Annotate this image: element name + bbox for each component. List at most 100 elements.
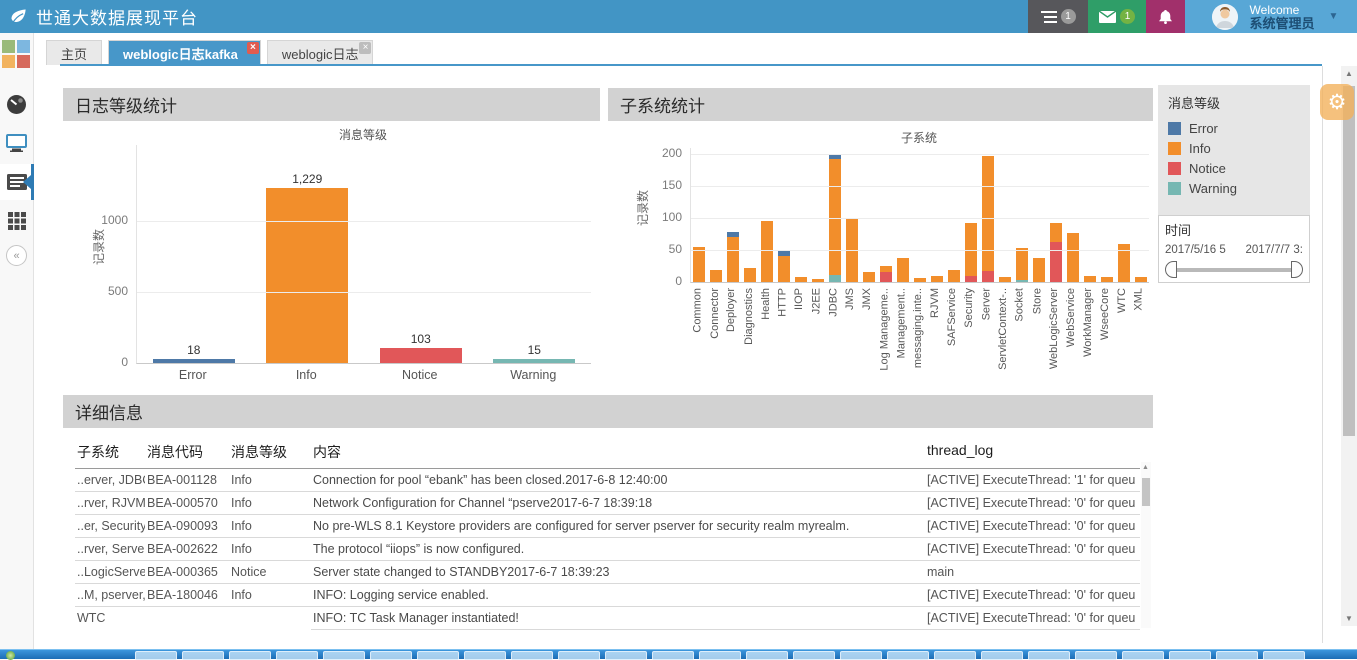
x-label-text: Health xyxy=(759,288,772,320)
stack-Store[interactable] xyxy=(1030,258,1047,282)
tab-weblogic日志[interactable]: weblogic日志 × xyxy=(266,40,374,65)
stack-Diagnostics[interactable] xyxy=(742,267,759,282)
slider-handle-right[interactable] xyxy=(1291,261,1303,278)
page-scrollbar-thumb[interactable] xyxy=(1343,86,1355,436)
table-row[interactable]: ..rver, RJVM BEA-000570 Info Network Config… xyxy=(75,492,1140,515)
taskbar-app-button[interactable] xyxy=(840,651,882,660)
table-row[interactable]: ..erver, JDBC BEA-001128 Info Connection fo… xyxy=(75,469,1140,492)
stack-WebService[interactable] xyxy=(1064,233,1081,282)
table-scrollbar-thumb[interactable] xyxy=(1142,478,1150,506)
tasks-button[interactable]: 1 xyxy=(1028,0,1088,33)
taskbar-app-button[interactable] xyxy=(1028,651,1070,660)
stack-ServletContext-..[interactable] xyxy=(996,276,1013,282)
taskbar-app-button[interactable] xyxy=(934,651,976,660)
notifications-button[interactable] xyxy=(1146,0,1185,33)
stack-XML[interactable] xyxy=(1132,276,1149,282)
stack-messaging.inte..[interactable] xyxy=(912,277,929,282)
stack-WebLogicServer[interactable] xyxy=(1047,223,1064,282)
settings-gear-button[interactable]: ⚙ xyxy=(1320,84,1354,120)
slider-track[interactable] xyxy=(1169,268,1299,272)
stack-WTC[interactable] xyxy=(1115,243,1132,282)
sidebar-item-apps[interactable] xyxy=(0,203,33,239)
welcome-block: Welcome 系统管理员 xyxy=(1250,3,1315,30)
start-orb-icon[interactable] xyxy=(6,651,15,660)
tab-weblogic日志kafka[interactable]: weblogic日志kafka × xyxy=(108,40,261,65)
x-label-text: J2EE xyxy=(810,288,823,315)
tab-主页[interactable]: 主页 xyxy=(46,40,103,65)
stack-Health[interactable] xyxy=(759,221,776,282)
taskbar-app-button[interactable] xyxy=(276,651,318,660)
stack-JDBC[interactable] xyxy=(827,154,844,282)
taskbar-app-button[interactable] xyxy=(558,651,600,660)
stack-Security[interactable] xyxy=(963,223,980,282)
taskbar-app-button[interactable] xyxy=(887,651,929,660)
stack-Server[interactable] xyxy=(979,155,996,282)
legend-item-Error[interactable]: Error xyxy=(1168,118,1310,138)
taskbar-app-button[interactable] xyxy=(1216,651,1258,660)
taskbar-app-button[interactable] xyxy=(182,651,224,660)
stack-Log Manageme..[interactable] xyxy=(878,266,895,282)
stack-J2EE[interactable] xyxy=(810,278,827,282)
taskbar-app-button[interactable] xyxy=(652,651,694,660)
table-row[interactable]: ..LogicServer BEA-000365 Notice Server stat… xyxy=(75,561,1140,584)
table-scrollbar[interactable]: ▲ xyxy=(1141,462,1151,628)
tab-close-icon[interactable]: × xyxy=(359,42,372,54)
taskbar-app-button[interactable] xyxy=(1263,651,1305,660)
bar-Notice[interactable] xyxy=(379,348,462,363)
mail-button[interactable]: 1 xyxy=(1088,0,1146,33)
cell-level: Info xyxy=(229,515,311,538)
bar-value-label: 15 xyxy=(527,343,541,357)
tab-close-icon[interactable]: × xyxy=(246,42,259,54)
taskbar-app-button[interactable] xyxy=(464,651,506,660)
taskbar-app-button[interactable] xyxy=(981,651,1023,660)
stack-Connector[interactable] xyxy=(708,270,725,282)
page-scrollbar[interactable]: ▲ ▼ xyxy=(1341,66,1357,626)
stack-IIOP[interactable] xyxy=(793,276,810,282)
stack-HTTP[interactable] xyxy=(776,251,793,282)
stack-Common[interactable] xyxy=(691,246,708,282)
taskbar-app-button[interactable] xyxy=(135,651,177,660)
taskbar-app-button[interactable] xyxy=(605,651,647,660)
taskbar-app-button[interactable] xyxy=(417,651,459,660)
user-menu[interactable]: Welcome 系统管理员 ▼ xyxy=(1185,0,1357,33)
stack-Deployer[interactable] xyxy=(725,232,742,282)
table-row[interactable]: ..M, pserver, BEA-180046 Info INFO: Logging… xyxy=(75,584,1140,607)
bar-Warning[interactable] xyxy=(493,359,576,363)
taskbar-app-button[interactable] xyxy=(793,651,835,660)
stack-JMX[interactable] xyxy=(861,271,878,282)
stack-SAFService[interactable] xyxy=(946,270,963,282)
windows-taskbar[interactable] xyxy=(0,649,1357,660)
taskbar-app-button[interactable] xyxy=(746,651,788,660)
table-row[interactable]: ..rver, Server BEA-002622 Info The protocol… xyxy=(75,538,1140,561)
sidebar-item-dashboard[interactable] xyxy=(0,86,33,122)
legend-item-Warning[interactable]: Warning xyxy=(1168,178,1310,198)
sidebar-collapse-button[interactable]: « xyxy=(6,245,27,266)
table-scroll-up-icon[interactable]: ▲ xyxy=(1142,464,1149,471)
brand-grid-icon[interactable] xyxy=(2,40,31,69)
taskbar-app-button[interactable] xyxy=(1122,651,1164,660)
slider-handle-left[interactable] xyxy=(1165,261,1177,278)
taskbar-app-button[interactable] xyxy=(1169,651,1211,660)
time-range-slider[interactable] xyxy=(1165,260,1303,280)
stack-Management..[interactable] xyxy=(895,257,912,282)
taskbar-app-button[interactable] xyxy=(511,651,553,660)
legend-item-Info[interactable]: Info xyxy=(1168,138,1310,158)
legend-item-Notice[interactable]: Notice xyxy=(1168,158,1310,178)
stack-WorkManager[interactable] xyxy=(1081,276,1098,282)
table-row[interactable]: WTC INFO: TC Task Manager instantiated! [A… xyxy=(75,607,1140,630)
taskbar-app-button[interactable] xyxy=(1075,651,1117,660)
scroll-down-icon[interactable]: ▼ xyxy=(1345,614,1353,623)
taskbar-app-button[interactable] xyxy=(229,651,271,660)
sidebar-item-reports[interactable] xyxy=(0,164,34,200)
taskbar-app-button[interactable] xyxy=(699,651,741,660)
table-row[interactable]: ..er, Security BEA-090093 Info No pre-WLS 8… xyxy=(75,515,1140,538)
stack-WseeCore[interactable] xyxy=(1098,276,1115,282)
taskbar-app-button[interactable] xyxy=(370,651,412,660)
sidebar-item-monitor[interactable] xyxy=(0,125,33,161)
bar-Error[interactable] xyxy=(152,359,235,363)
stack-RJVM[interactable] xyxy=(929,276,946,282)
stack-Socket[interactable] xyxy=(1013,248,1030,282)
taskbar-app-button[interactable] xyxy=(323,651,365,660)
scroll-up-icon[interactable]: ▲ xyxy=(1345,69,1353,78)
bar-Info[interactable] xyxy=(266,188,349,363)
